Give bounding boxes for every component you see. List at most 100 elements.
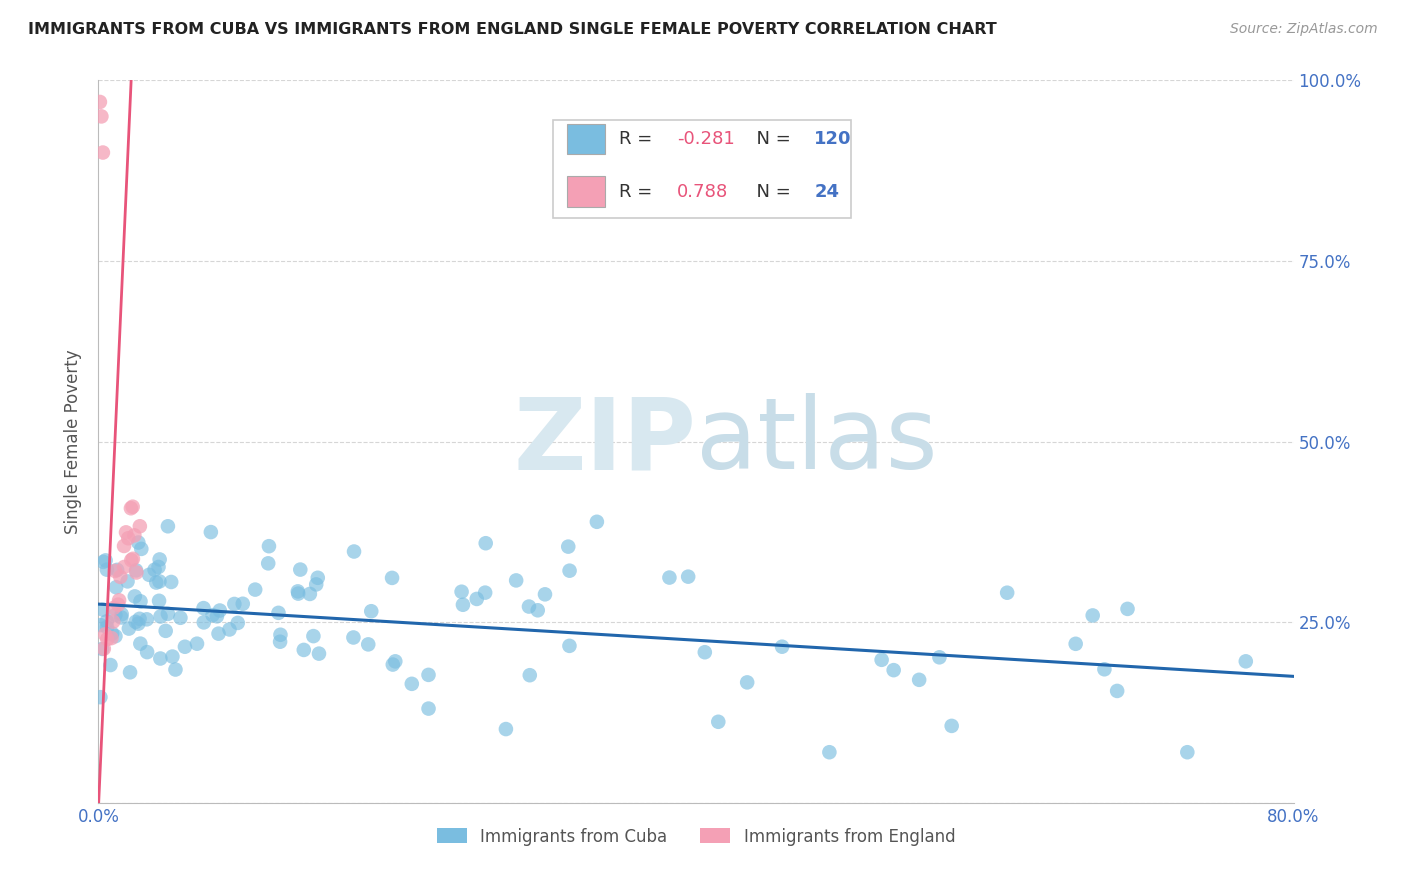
- Immigrants from Cuba: [818, 745, 841, 759]
- Immigrants from Cuba: [505, 574, 527, 588]
- Text: Source: ZipAtlas.com: Source: ZipAtlas.com: [1230, 22, 1378, 37]
- Immigrants from England: [122, 551, 145, 566]
- Immigrants from Cuba: [145, 575, 167, 590]
- Immigrants from Cuba: [1116, 602, 1139, 616]
- Immigrants from Cuba: [162, 649, 184, 664]
- Y-axis label: Single Female Poverty: Single Female Poverty: [65, 350, 83, 533]
- Immigrants from Cuba: [735, 675, 758, 690]
- Immigrants from Cuba: [131, 541, 153, 556]
- Immigrants from Cuba: [207, 626, 229, 640]
- Immigrants from Cuba: [267, 606, 290, 620]
- Text: N =: N =: [745, 183, 796, 201]
- Immigrants from Cuba: [1064, 637, 1087, 651]
- Immigrants from Cuba: [149, 609, 172, 624]
- Text: 120: 120: [814, 130, 852, 148]
- Immigrants from Cuba: [526, 603, 548, 617]
- Immigrants from Cuba: [292, 643, 315, 657]
- Immigrants from Cuba: [1081, 608, 1104, 623]
- Legend: Immigrants from Cuba, Immigrants from England: Immigrants from Cuba, Immigrants from En…: [430, 821, 962, 852]
- Immigrants from England: [124, 528, 146, 542]
- Immigrants from Cuba: [91, 641, 114, 656]
- Immigrants from Cuba: [208, 603, 231, 617]
- Immigrants from Cuba: [360, 604, 382, 618]
- Immigrants from Cuba: [96, 563, 118, 577]
- Immigrants from Cuba: [1107, 684, 1129, 698]
- Immigrants from Cuba: [257, 557, 280, 571]
- Immigrants from Cuba: [707, 714, 730, 729]
- Immigrants from Cuba: [557, 540, 579, 554]
- Immigrants from Cuba: [96, 615, 118, 629]
- Text: 0.788: 0.788: [676, 183, 728, 201]
- Immigrants from Cuba: [290, 563, 312, 577]
- Immigrants from Cuba: [165, 663, 187, 677]
- Immigrants from Cuba: [305, 577, 328, 591]
- Immigrants from Cuba: [770, 640, 793, 654]
- Immigrants from England: [96, 632, 118, 646]
- Immigrants from Cuba: [91, 555, 114, 569]
- FancyBboxPatch shape: [567, 177, 605, 207]
- Immigrants from Cuba: [243, 582, 266, 597]
- Immigrants from Cuba: [149, 552, 172, 566]
- Immigrants from Cuba: [381, 571, 404, 585]
- Immigrants from England: [121, 500, 143, 514]
- Immigrants from England: [107, 598, 129, 612]
- Immigrants from Cuba: [135, 612, 157, 626]
- Immigrants from Cuba: [226, 615, 249, 630]
- Immigrants from Cuba: [193, 615, 215, 630]
- Immigrants from Cuba: [89, 690, 111, 705]
- Immigrants from Cuba: [307, 571, 329, 585]
- Immigrants from Cuba: [104, 607, 127, 622]
- Immigrants from Cuba: [117, 574, 139, 589]
- Immigrants from England: [103, 601, 125, 615]
- Text: R =: R =: [620, 130, 658, 148]
- Immigrants from Cuba: [148, 560, 170, 574]
- Immigrants from Cuba: [883, 663, 905, 677]
- Immigrants from Cuba: [156, 519, 179, 533]
- Immigrants from Cuba: [118, 622, 141, 636]
- Immigrants from Cuba: [155, 624, 177, 638]
- Immigrants from Cuba: [558, 564, 581, 578]
- Text: IMMIGRANTS FROM CUBA VS IMMIGRANTS FROM ENGLAND SINGLE FEMALE POVERTY CORRELATIO: IMMIGRANTS FROM CUBA VS IMMIGRANTS FROM …: [28, 22, 997, 37]
- Immigrants from Cuba: [495, 722, 517, 736]
- Immigrants from Cuba: [298, 587, 321, 601]
- Immigrants from Cuba: [257, 539, 280, 553]
- Immigrants from Cuba: [1175, 745, 1198, 759]
- Text: ZIP: ZIP: [513, 393, 696, 490]
- Immigrants from Cuba: [450, 584, 472, 599]
- Immigrants from Cuba: [517, 599, 540, 614]
- Text: 24: 24: [814, 183, 839, 201]
- Immigrants from Cuba: [91, 602, 114, 616]
- Immigrants from Cuba: [1234, 654, 1257, 668]
- Immigrants from Cuba: [465, 591, 488, 606]
- FancyBboxPatch shape: [567, 124, 605, 154]
- Immigrants from Cuba: [148, 574, 170, 589]
- Immigrants from England: [117, 531, 139, 545]
- Immigrants from Cuba: [302, 629, 325, 643]
- Immigrants from Cuba: [127, 616, 149, 631]
- Immigrants from Cuba: [308, 647, 330, 661]
- Immigrants from Cuba: [156, 607, 179, 621]
- Immigrants from Cuba: [193, 601, 215, 615]
- Immigrants from Cuba: [148, 594, 170, 608]
- Immigrants from Cuba: [401, 677, 423, 691]
- Immigrants from England: [89, 95, 111, 109]
- Immigrants from Cuba: [104, 629, 127, 643]
- Immigrants from Cuba: [186, 637, 208, 651]
- Immigrants from England: [128, 519, 150, 533]
- Immigrants from Cuba: [89, 618, 111, 632]
- Immigrants from Cuba: [200, 525, 222, 540]
- Immigrants from Cuba: [118, 665, 141, 680]
- Immigrants from Cuba: [149, 651, 172, 665]
- Immigrants from Cuba: [357, 637, 380, 651]
- Immigrants from Cuba: [287, 586, 309, 600]
- Immigrants from Cuba: [124, 615, 146, 629]
- Immigrants from Cuba: [96, 620, 118, 634]
- Immigrants from Cuba: [586, 515, 609, 529]
- Immigrants from Cuba: [224, 597, 246, 611]
- Immigrants from Cuba: [201, 608, 224, 623]
- Immigrants from Cuba: [101, 626, 124, 640]
- Immigrants from Cuba: [128, 612, 150, 626]
- Text: -0.281: -0.281: [676, 130, 734, 148]
- Immigrants from Cuba: [995, 585, 1018, 599]
- Immigrants from Cuba: [343, 544, 366, 558]
